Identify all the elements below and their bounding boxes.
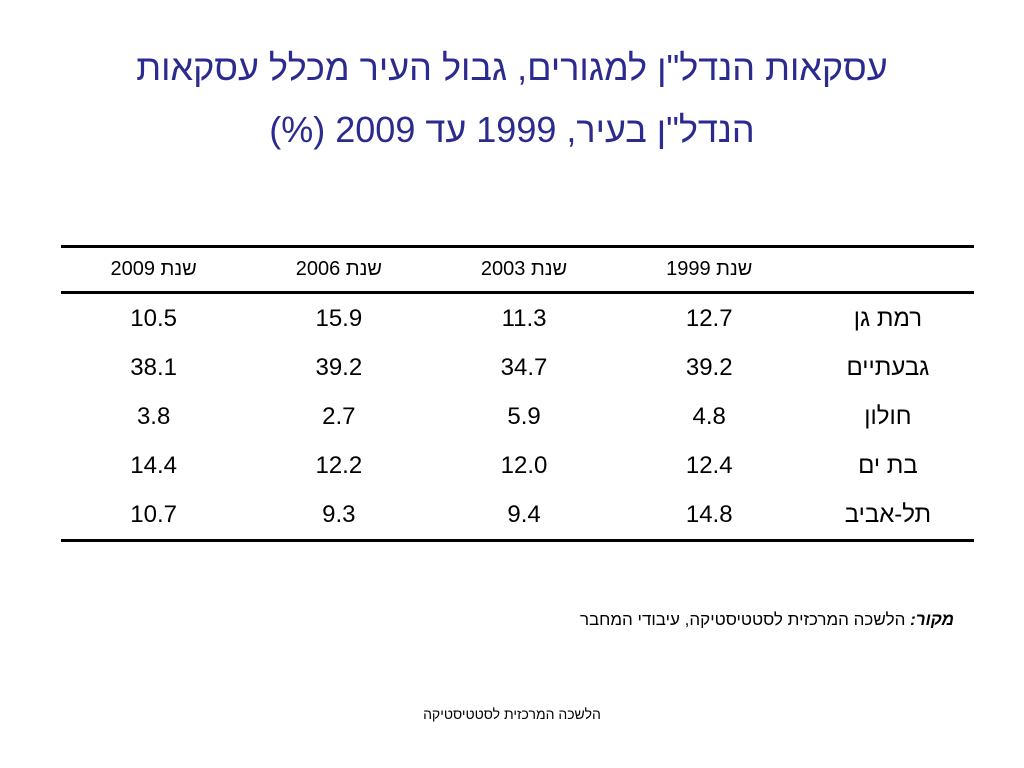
row-city-name: בת ים (858, 451, 918, 479)
table-row: חולון 4.8 5.9 2.7 3.8 (61, 392, 974, 441)
source-label: מקור: (910, 610, 954, 629)
row-city-name: רמת גן (853, 304, 923, 332)
table-cell: 14.4 (130, 451, 177, 479)
data-table: שנת 1999 שנת 2003 שנת 2006 שנת 2009 רמת … (61, 245, 974, 542)
table-row: בת ים 12.4 12.0 12.2 14.4 (61, 441, 974, 490)
table-cell: 5.9 (507, 402, 541, 430)
header-year-2003: שנת 2003 (431, 245, 617, 294)
table-cell: 15.9 (315, 304, 363, 332)
header-year-2006: שנת 2006 (246, 245, 432, 294)
table-cell: 12.4 (685, 451, 733, 479)
table-cell: 12.0 (500, 451, 548, 479)
table-cell: 3.8 (136, 402, 171, 430)
table-cell: 10.5 (130, 304, 177, 332)
table-cell: 14.8 (616, 490, 802, 542)
table-row: רמת גן 12.7 11.3 15.9 10.5 (61, 293, 974, 344)
table-row: גבעתיים 39.2 34.7 39.2 38.1 (61, 343, 974, 392)
row-city-name: גבעתיים (846, 353, 930, 381)
footer-text: הלשכה המרכזית לסטטיסטיקה (423, 706, 601, 722)
header-year-2009: שנת 2009 (61, 245, 247, 294)
table-cell: 4.8 (692, 402, 726, 430)
source-text: הלשכה המרכזית לסטטיסטיקה, עיבודי המחבר (579, 610, 911, 629)
header-corner (801, 245, 974, 294)
table-cell: 12.2 (315, 451, 363, 479)
table-cell: 2.7 (322, 402, 356, 430)
header-year-1999: שנת 1999 (616, 245, 802, 294)
table-cell: 10.7 (61, 490, 247, 542)
table-cell: 9.3 (246, 490, 432, 542)
table-cell: 38.1 (130, 353, 177, 381)
table-cell: 39.2 (685, 353, 733, 381)
table-cell: 39.2 (315, 353, 363, 381)
row-city-name: חולון (864, 402, 912, 430)
table-cell: 34.7 (500, 353, 548, 381)
slide-title-line-2: הנדל"ן בעיר, 1999 עד 2009 (%) (269, 109, 755, 150)
table-header-row: שנת 1999 שנת 2003 שנת 2006 שנת 2009 (61, 245, 974, 294)
table-cell: 12.7 (685, 304, 733, 332)
slide-title-line-1: עסקאות הנדל"ן למגורים, גבול העיר מכלל עס… (136, 47, 888, 88)
table-cell: 9.4 (431, 490, 617, 542)
row-city-name: תל-אביב (801, 490, 974, 542)
source-note: מקור: הלשכה המרכזית לסטטיסטיקה, עיבודי ה… (580, 610, 954, 630)
table-cell: 11.3 (501, 304, 547, 332)
table-row: תל-אביב 14.8 9.4 9.3 10.7 (61, 490, 974, 542)
